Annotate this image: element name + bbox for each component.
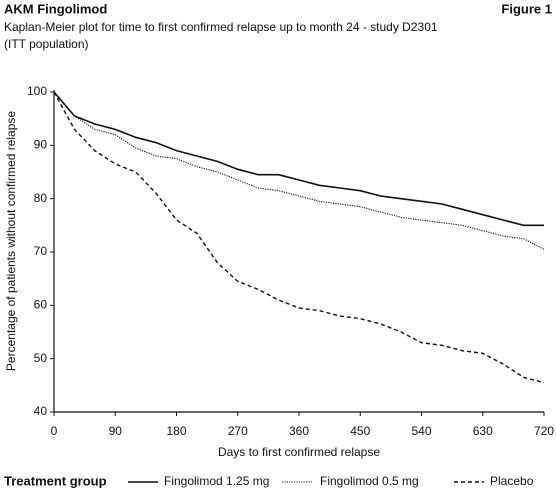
x-axis-label: Days to first confirmed relapse [218, 445, 380, 459]
series-line [53, 91, 545, 250]
series-line [53, 91, 544, 227]
x-tick-label: 540 [411, 424, 431, 438]
x-tick-label: 360 [289, 424, 309, 438]
figure-label: Figure 1 [501, 1, 552, 16]
x-tick-label: 450 [350, 424, 370, 438]
y-tick-label: 90 [34, 138, 48, 152]
series-line [53, 91, 545, 384]
y-tick-label: 40 [34, 404, 48, 418]
legend-label: Fingolimod 0.5 mg [320, 474, 419, 488]
x-tick-label: 90 [109, 424, 123, 438]
legend-title: Treatment group [4, 473, 107, 488]
x-tick-label: 270 [228, 424, 248, 438]
x-tick-label: 0 [51, 424, 58, 438]
x-tick-label: 630 [473, 424, 493, 438]
y-tick-label: 50 [34, 351, 48, 365]
y-axis-label: Percentage of patients without confirmed… [4, 111, 18, 371]
chart-title: (ITT population) [4, 37, 89, 51]
x-tick-label: 720 [534, 424, 554, 438]
header-left: AKM Fingolimod [4, 1, 107, 16]
y-tick-label: 70 [34, 244, 48, 258]
y-tick-label: 80 [34, 191, 48, 205]
y-tick-label: 100 [27, 84, 47, 98]
x-tick-label: 180 [166, 424, 186, 438]
chart-title: Kaplan-Meier plot for time to first conf… [4, 20, 438, 34]
legend-label: Fingolimod 1.25 mg [164, 474, 269, 488]
legend-label: Placebo [490, 474, 534, 488]
y-tick-label: 60 [34, 298, 48, 312]
